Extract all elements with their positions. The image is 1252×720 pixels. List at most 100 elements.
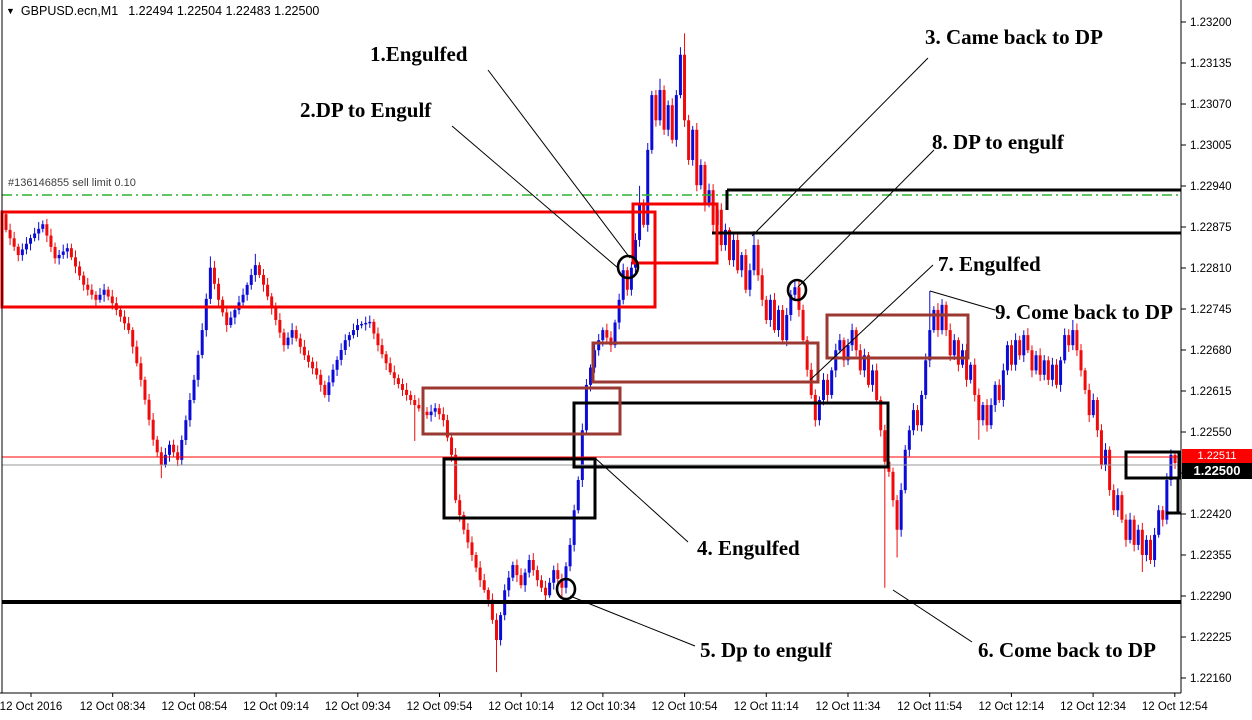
candle-body — [499, 615, 503, 641]
price-tick-label: 1.23200 — [1190, 17, 1232, 29]
candle-body — [405, 389, 409, 395]
candle-body — [61, 251, 65, 255]
symbol-dropdown-icon[interactable]: ▼ — [6, 6, 15, 16]
candle-body — [899, 490, 903, 530]
candle-body — [1173, 454, 1177, 463]
candle-body — [830, 370, 834, 395]
price-tick-label: 1.22225 — [1190, 632, 1232, 644]
candle-body — [180, 440, 184, 460]
time-tick-label: 12 Oct 10:14 — [488, 701, 554, 713]
candle-body — [16, 246, 20, 256]
annotation-pointer-line — [929, 290, 996, 311]
candle-body — [172, 444, 176, 453]
candle-body — [376, 333, 380, 346]
price-tick-label: 1.22550 — [1190, 427, 1232, 439]
candle-body — [989, 405, 993, 426]
candle-body — [1165, 480, 1169, 520]
candle-body — [589, 367, 593, 385]
candle-body — [37, 228, 41, 234]
candle-body — [65, 248, 69, 252]
time-tick-label: 12 Oct 12:14 — [978, 701, 1044, 713]
candle-body — [1149, 539, 1152, 561]
candle-body — [916, 410, 920, 426]
candle-body — [33, 233, 37, 239]
candle-body — [82, 275, 86, 285]
candle-body — [384, 354, 388, 364]
candle-body — [920, 394, 924, 426]
annotation-pointer-line — [809, 264, 934, 381]
price-tick-label: 1.22615 — [1190, 386, 1232, 398]
candle-body — [429, 411, 433, 416]
candle-body — [719, 209, 723, 246]
entry-circle-marker — [786, 278, 808, 302]
candle-body — [241, 294, 245, 303]
candle-body — [274, 308, 278, 320]
candle-body — [1144, 539, 1148, 555]
candle-body — [106, 289, 110, 297]
candle-body — [262, 274, 266, 285]
candle-body — [1116, 495, 1120, 511]
candle-body — [474, 554, 478, 568]
candle-body — [580, 430, 584, 481]
last-price-badge: 1.22500 — [1182, 463, 1252, 479]
candle-body — [936, 309, 940, 331]
candle-body — [139, 363, 143, 380]
candle-body — [1124, 519, 1128, 540]
candle-body — [73, 257, 77, 267]
candle-body — [1022, 335, 1026, 356]
candle-body — [1083, 370, 1087, 390]
candle-body — [985, 405, 989, 426]
candle-body — [1059, 360, 1063, 385]
candle-body — [4, 214, 8, 230]
candle-body — [699, 165, 703, 186]
annotation-3: 3. Came back to DP — [925, 25, 1103, 49]
candle-body — [854, 330, 858, 351]
candle-body — [956, 340, 960, 365]
candle-body — [1075, 330, 1079, 351]
candle-body — [584, 384, 588, 431]
candle-body — [1091, 400, 1095, 416]
pending-order-label: #136146855 sell limit 0.10 — [8, 177, 136, 189]
candle-body — [732, 239, 736, 261]
candle-body — [748, 270, 752, 290]
candle-body — [425, 411, 429, 416]
candle-body — [891, 471, 895, 501]
price-tick-label: 1.23070 — [1190, 99, 1232, 111]
candle-body — [245, 284, 249, 295]
black-zone-rect — [1124, 450, 1181, 480]
candle-body — [768, 299, 772, 320]
candle-body — [678, 54, 682, 96]
candle-body — [311, 361, 315, 369]
candle-body — [1018, 340, 1022, 356]
maroon-zone-rect — [421, 386, 622, 436]
candle-body — [539, 580, 543, 588]
candle-body — [805, 340, 809, 370]
candle-body — [977, 394, 981, 421]
candle-body — [1071, 330, 1075, 346]
candle-body — [118, 309, 122, 317]
candle-body — [1063, 335, 1067, 361]
candle-body — [1112, 490, 1116, 511]
price-tick-label: 1.22160 — [1190, 673, 1232, 685]
annotation-7: 7. Engulfed — [938, 252, 1041, 276]
candle-body — [911, 410, 915, 431]
annotation-4: 4. Engulfed — [697, 536, 800, 560]
candle-body — [760, 275, 764, 300]
candle-body — [801, 309, 805, 341]
annotation-2: 2.DP to Engulf — [300, 98, 432, 122]
annotation-pointer-line — [487, 69, 631, 259]
candle-body — [789, 294, 793, 315]
candle-body — [752, 245, 756, 271]
price-tick-label: 1.22420 — [1190, 509, 1232, 521]
candle-body — [642, 204, 646, 225]
candle-body — [895, 500, 899, 530]
candle-body — [323, 384, 327, 395]
candle-body — [29, 238, 33, 244]
candle-body — [168, 444, 171, 455]
candle-body — [907, 430, 911, 450]
candle-body — [879, 400, 883, 431]
candle-body — [973, 364, 977, 395]
candle-body — [1054, 364, 1058, 385]
